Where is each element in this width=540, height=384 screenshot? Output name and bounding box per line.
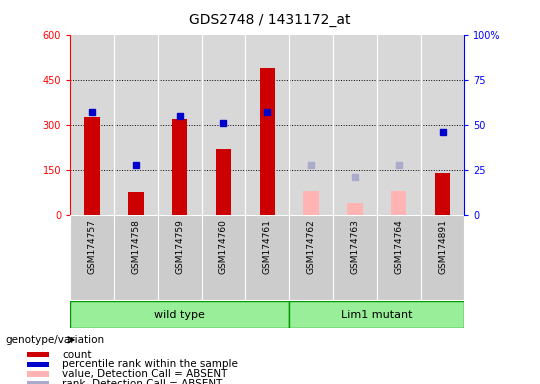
Bar bbox=[27, 362, 49, 367]
Text: GSM174758: GSM174758 bbox=[131, 219, 140, 274]
Text: percentile rank within the sample: percentile rank within the sample bbox=[62, 359, 238, 369]
Text: GSM174759: GSM174759 bbox=[175, 219, 184, 274]
Bar bbox=[216, 149, 231, 215]
Bar bbox=[27, 371, 49, 377]
Text: GSM174762: GSM174762 bbox=[307, 219, 315, 274]
Text: genotype/variation: genotype/variation bbox=[5, 335, 105, 345]
Text: GSM174764: GSM174764 bbox=[394, 219, 403, 274]
Text: Lim1 mutant: Lim1 mutant bbox=[341, 310, 413, 320]
Text: GSM174757: GSM174757 bbox=[87, 219, 97, 274]
Bar bbox=[128, 192, 144, 215]
Text: value, Detection Call = ABSENT: value, Detection Call = ABSENT bbox=[62, 369, 227, 379]
Bar bbox=[303, 191, 319, 215]
Text: count: count bbox=[62, 349, 92, 360]
Bar bbox=[70, 301, 289, 328]
Text: GSM174760: GSM174760 bbox=[219, 219, 228, 274]
Text: GSM174761: GSM174761 bbox=[263, 219, 272, 274]
Bar bbox=[201, 215, 245, 300]
Bar bbox=[70, 215, 114, 300]
Bar bbox=[333, 215, 377, 300]
Bar bbox=[158, 215, 201, 300]
Text: GSM174763: GSM174763 bbox=[350, 219, 360, 274]
Bar bbox=[377, 215, 421, 300]
Bar bbox=[421, 215, 464, 300]
Bar bbox=[114, 215, 158, 300]
Bar bbox=[347, 203, 362, 215]
Text: rank, Detection Call = ABSENT: rank, Detection Call = ABSENT bbox=[62, 379, 222, 384]
Bar bbox=[391, 191, 407, 215]
Bar bbox=[245, 215, 289, 300]
Bar bbox=[27, 352, 49, 358]
Text: wild type: wild type bbox=[154, 310, 205, 320]
Bar bbox=[289, 301, 464, 328]
Bar bbox=[435, 173, 450, 215]
Text: GDS2748 / 1431172_at: GDS2748 / 1431172_at bbox=[189, 13, 351, 27]
Text: GSM174891: GSM174891 bbox=[438, 219, 447, 274]
Bar bbox=[84, 117, 100, 215]
Bar bbox=[260, 68, 275, 215]
Bar bbox=[172, 119, 187, 215]
Bar bbox=[289, 215, 333, 300]
Bar bbox=[27, 381, 49, 384]
